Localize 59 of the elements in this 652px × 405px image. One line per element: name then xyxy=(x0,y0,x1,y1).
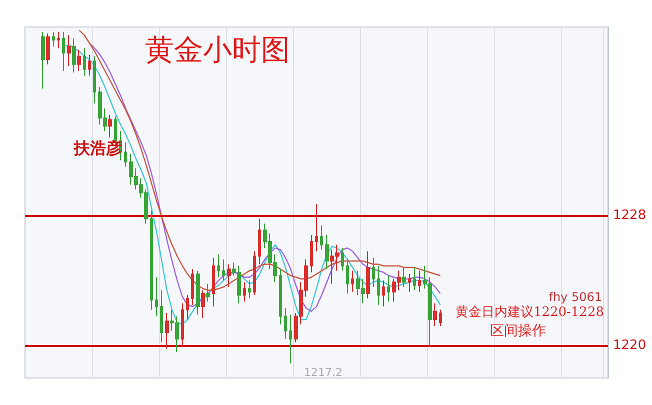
candlestick xyxy=(160,290,163,343)
candlestick xyxy=(186,294,189,320)
candlestick xyxy=(124,142,127,168)
candlestick xyxy=(253,250,256,296)
candlestick xyxy=(346,258,349,294)
candlestick xyxy=(212,257,215,307)
candlestick xyxy=(377,265,380,306)
candlestick xyxy=(108,114,112,138)
candlestick xyxy=(67,34,71,66)
candlestick xyxy=(46,33,50,65)
candlestick xyxy=(248,280,251,299)
candlestick xyxy=(372,257,375,288)
candlestick xyxy=(222,258,225,281)
candlestick xyxy=(165,312,169,350)
candlestick xyxy=(439,309,442,326)
text: fhy 5061 xyxy=(548,290,602,304)
candlestick xyxy=(310,234,313,273)
candlestick xyxy=(320,224,323,250)
candlestick xyxy=(315,204,318,252)
candlestick xyxy=(150,210,153,310)
candlestick xyxy=(413,267,416,291)
chart-title: 黄金小时图 xyxy=(145,32,290,66)
candlestick xyxy=(181,302,184,346)
candlestick xyxy=(155,276,158,317)
y-tick-label: 1228 xyxy=(613,208,646,223)
candlestick xyxy=(351,270,354,292)
candlestick xyxy=(341,248,344,272)
candlestick xyxy=(289,314,292,364)
candlestick xyxy=(57,31,60,49)
text: 区间操作 xyxy=(490,323,546,339)
candlestick xyxy=(83,48,86,76)
candlestick xyxy=(387,275,390,302)
candlestick xyxy=(77,49,81,72)
candlestick xyxy=(227,264,231,288)
annotation: 1217.2 xyxy=(304,366,342,379)
candlestick xyxy=(284,308,287,340)
candlestick xyxy=(196,270,200,316)
candlestick xyxy=(206,283,210,302)
candlestick xyxy=(201,290,205,318)
candlestick xyxy=(217,254,220,278)
candlestick xyxy=(366,250,370,299)
candlestick xyxy=(88,54,91,76)
candlestick xyxy=(93,56,96,104)
candlestick xyxy=(41,31,45,90)
candlestick xyxy=(418,270,421,292)
candlestick xyxy=(402,267,406,288)
y-tick-label: 1220 xyxy=(613,338,646,353)
candlestick xyxy=(382,280,385,307)
candlestick xyxy=(191,268,194,306)
candlestick xyxy=(72,38,76,73)
candlestick xyxy=(325,234,329,270)
text: 黄金日内建议1220-1228 xyxy=(455,305,604,320)
candlestick xyxy=(279,268,282,325)
candlestick xyxy=(52,31,55,47)
candlestick xyxy=(408,274,411,292)
candlestick xyxy=(62,31,65,72)
candlestick xyxy=(243,282,246,302)
candlestick xyxy=(433,302,437,326)
candlestick xyxy=(258,218,261,265)
